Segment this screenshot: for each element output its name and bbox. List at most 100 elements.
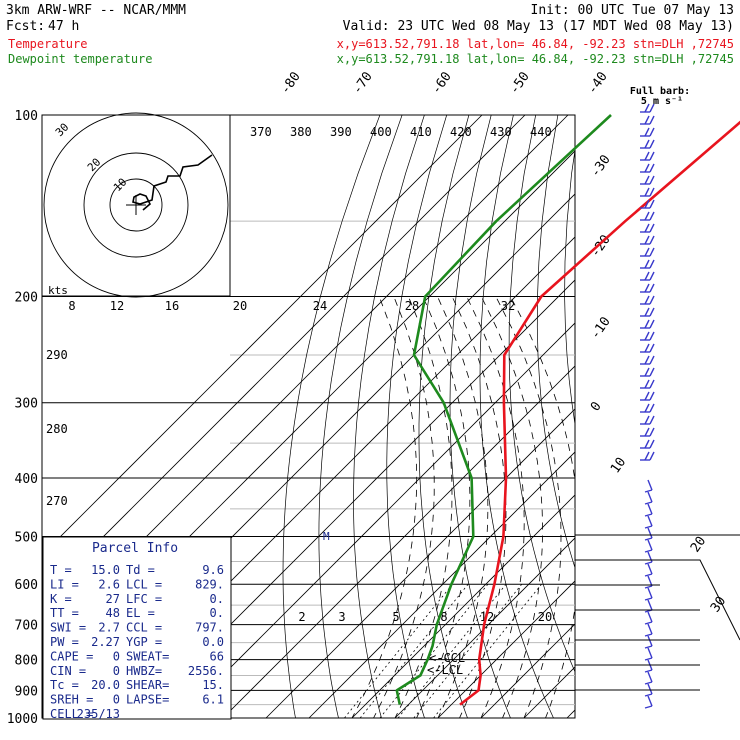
parcel-row-label2: LAPSE=: [126, 693, 169, 707]
left-theta-label: 290: [46, 348, 68, 362]
isotherm-label: 20: [688, 534, 709, 555]
fcst-value: 47 h: [48, 19, 79, 34]
wind-barbs: [575, 103, 740, 709]
parcel-row-value: 2.27: [91, 635, 120, 649]
wind-barb: [640, 367, 655, 377]
wind-barb: [640, 151, 655, 161]
parcel-row-label: K =: [50, 592, 72, 606]
moist-adiabat: [451, 296, 507, 718]
moist-adiabat: [394, 296, 453, 718]
mixing-ratio-line: [413, 583, 523, 718]
mixing-ratio-label: 5: [392, 610, 399, 624]
wind-barb: [640, 307, 655, 317]
wind-barb: [640, 127, 655, 137]
parcel-row-label: LI =: [50, 577, 79, 591]
temperature-location: x,y=613.52,791.18 lat,lon= 46.84, -92.23…: [337, 37, 734, 51]
parcel-row-value: 2.7: [98, 621, 120, 635]
dry-adiabat: [353, 115, 425, 718]
wind-barb: [640, 283, 655, 293]
wind-barb: [644, 515, 653, 529]
ccl-marker: <-CCL: [429, 651, 465, 665]
theta-label: 380: [290, 125, 312, 139]
parcel-row-label: CAPE =: [50, 649, 93, 663]
parcel-row-value: 0: [113, 693, 120, 707]
left-theta-label: 270: [46, 494, 68, 508]
dewpoint-location: x,y=613.52,791.18 lat,lon= 46.84, -92.23…: [337, 52, 734, 66]
dry-adiabat: [508, 115, 575, 673]
hodograph-ring: [83, 152, 189, 258]
theta-label: 410: [410, 125, 432, 139]
wind-barb: [640, 139, 655, 149]
parcel-row-value: 0: [113, 664, 120, 678]
parcel-row-value2: 2556.: [188, 664, 224, 678]
parcel-row-value2: 66: [210, 649, 224, 663]
wind-barb: [640, 235, 655, 245]
parcel-row-label2: Td =: [126, 563, 155, 577]
hodo-speed-label: 20: [233, 299, 247, 313]
wind-barb: [640, 427, 655, 437]
isotherm-label: 30: [708, 594, 729, 615]
dry-adiabat: [282, 115, 381, 718]
wind-barb: [640, 451, 655, 461]
dewpoint-label: Dewpoint temperature: [8, 52, 153, 66]
wind-barb: [644, 587, 653, 601]
pressure-tick-label: 100: [15, 109, 38, 124]
theta-label: 440: [530, 125, 552, 139]
pressure-tick-label: 500: [15, 530, 38, 545]
pressure-tick-label: 900: [15, 684, 38, 699]
moist-adiabat: [480, 296, 543, 718]
wind-barb: [644, 611, 653, 625]
parcel-row-label2: HWBZ=: [126, 664, 162, 678]
wind-barb: [644, 647, 653, 661]
pressure-tick-label: 300: [15, 397, 38, 412]
parcel-row-label: Tc =: [50, 678, 79, 692]
parcel-row-label: T =: [50, 563, 72, 577]
isotherm-line: [222, 365, 575, 718]
wind-barb: [640, 271, 655, 281]
parcel-row-value2: 0.: [210, 606, 224, 620]
moist-adiabat: [495, 296, 562, 718]
wind-barb: [644, 683, 653, 697]
wind-barb: [644, 659, 653, 673]
parcel-row-label2: SWEAT=: [126, 649, 169, 663]
hodo-speed-label: 32: [501, 299, 515, 313]
pressure-tick-label: 200: [15, 291, 38, 306]
wind-barb: [644, 695, 653, 709]
parcel-row-value2: 6.1: [202, 693, 224, 707]
parcel-row-label2: LCL =: [126, 577, 162, 591]
isotherm-label: 10: [608, 455, 629, 476]
parcel-row-value: 27: [106, 592, 120, 606]
wind-barb: [640, 391, 655, 401]
dry-adiabat: [479, 115, 554, 718]
wind-barb: [640, 379, 655, 389]
dry-adiabat: [690, 115, 740, 731]
isotherm-line: [136, 279, 575, 718]
parcel-row-value2: 15.: [202, 678, 224, 692]
moist-adiabat: [416, 296, 471, 718]
dry-adiabat: [667, 115, 740, 731]
hodograph-trace: [132, 154, 213, 211]
wind-barb: [640, 259, 655, 269]
dry-adiabat: [564, 147, 575, 427]
parcel-row-label: TT =: [50, 606, 79, 620]
parcel-row-value: 2.6: [98, 577, 120, 591]
dry-adiabat: [449, 115, 511, 718]
dry-adiabat: [714, 115, 740, 731]
mixing-ratio-line: [433, 583, 542, 718]
wind-barb: [640, 295, 655, 305]
pressure-tick-label: 700: [15, 619, 38, 634]
parcel-row-value2: 9.6: [202, 563, 224, 577]
hodo-speed-label: 12: [110, 299, 124, 313]
wind-barb: [640, 223, 655, 233]
isotherm-line: [42, 115, 483, 556]
wind-barb: [644, 491, 653, 505]
theta-label: 400: [370, 125, 392, 139]
hodo-speed-label: 28: [405, 299, 419, 313]
isotherm-line: [610, 115, 740, 718]
pressure-tick-label: 600: [15, 578, 38, 593]
m-marker: M: [323, 530, 330, 543]
parcel-row-value: 15.0: [91, 563, 120, 577]
dry-adiabat: [386, 115, 448, 718]
